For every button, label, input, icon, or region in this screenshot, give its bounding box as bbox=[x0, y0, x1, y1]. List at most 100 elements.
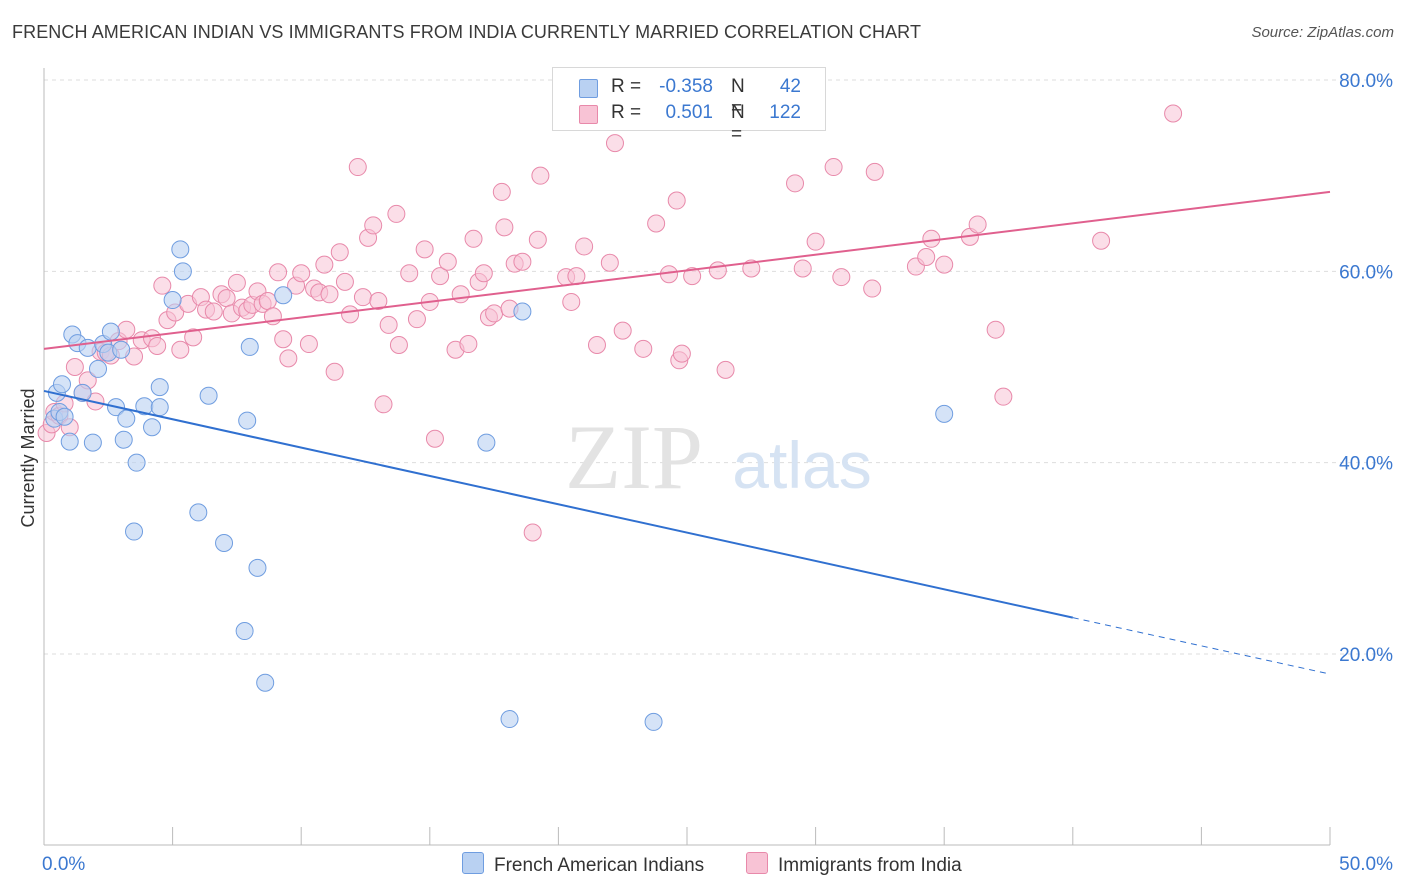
data-point-immigrants-from-india bbox=[832, 268, 851, 287]
data-point-immigrants-from-india bbox=[917, 247, 936, 266]
source-label: Source: ZipAtlas.com bbox=[1251, 24, 1394, 41]
data-point-immigrants-from-india bbox=[459, 335, 478, 354]
data-point-french-american-indians bbox=[215, 534, 234, 553]
pink-swatch bbox=[746, 852, 768, 874]
watermark-atlas: atlas bbox=[732, 428, 871, 502]
x-tick-label: 0.0% bbox=[42, 854, 85, 875]
data-point-french-american-indians bbox=[199, 386, 218, 405]
data-point-french-american-indians bbox=[644, 712, 663, 731]
data-point-immigrants-from-india bbox=[227, 273, 246, 292]
data-point-immigrants-from-india bbox=[369, 291, 388, 310]
data-point-immigrants-from-india bbox=[184, 328, 203, 347]
data-point-immigrants-from-india bbox=[708, 261, 727, 280]
data-point-immigrants-from-india bbox=[415, 240, 434, 259]
data-point-french-american-indians bbox=[53, 375, 72, 394]
data-point-immigrants-from-india bbox=[824, 158, 843, 177]
y-tick-label: 80.0% bbox=[1339, 71, 1393, 92]
data-point-immigrants-from-india bbox=[407, 310, 426, 329]
data-point-french-american-indians bbox=[477, 433, 496, 452]
data-point-immigrants-from-india bbox=[634, 339, 653, 358]
data-point-french-american-indians bbox=[89, 359, 108, 378]
data-point-immigrants-from-india bbox=[865, 162, 884, 181]
data-point-immigrants-from-india bbox=[863, 279, 882, 298]
data-point-french-american-indians bbox=[248, 558, 267, 577]
data-point-french-american-indians bbox=[513, 302, 532, 321]
data-point-immigrants-from-india bbox=[528, 230, 547, 249]
data-point-french-american-indians bbox=[150, 378, 169, 397]
data-point-immigrants-from-india bbox=[431, 267, 450, 286]
y-axis-label: Currently Married bbox=[18, 388, 38, 527]
data-point-immigrants-from-india bbox=[492, 182, 511, 201]
data-point-french-american-indians bbox=[60, 432, 79, 451]
n-label: N = bbox=[731, 102, 745, 145]
data-point-french-american-indians bbox=[125, 522, 144, 541]
data-point-immigrants-from-india bbox=[258, 291, 277, 310]
data-point-immigrants-from-india bbox=[153, 276, 172, 295]
data-point-immigrants-from-india bbox=[364, 216, 383, 235]
data-point-immigrants-from-india bbox=[292, 264, 311, 283]
stats-legend: R = -0.358 N = 42 R = 0.501 N = 122 bbox=[552, 67, 826, 145]
data-point-immigrants-from-india bbox=[204, 302, 223, 321]
data-point-immigrants-from-india bbox=[374, 395, 393, 414]
data-point-french-american-indians bbox=[500, 710, 519, 729]
data-point-immigrants-from-india bbox=[330, 243, 349, 262]
data-point-immigrants-from-india bbox=[387, 204, 406, 223]
x-tick-label: 50.0% bbox=[1339, 854, 1393, 875]
data-point-french-american-indians bbox=[127, 453, 146, 472]
data-point-immigrants-from-india bbox=[986, 320, 1005, 339]
data-point-french-american-indians bbox=[112, 340, 131, 359]
data-point-immigrants-from-india bbox=[613, 321, 632, 340]
trend-line-french-american-indians bbox=[43, 389, 1074, 619]
data-point-french-american-indians bbox=[83, 433, 102, 452]
legend-item-french-american-indians[interactable]: French American Indians bbox=[462, 852, 704, 877]
r-label: R = bbox=[611, 76, 642, 97]
data-point-immigrants-from-india bbox=[495, 218, 514, 237]
data-point-immigrants-from-india bbox=[335, 272, 354, 291]
data-point-immigrants-from-india bbox=[171, 340, 190, 359]
data-point-immigrants-from-india bbox=[353, 288, 372, 307]
data-point-immigrants-from-india bbox=[269, 263, 288, 282]
data-point-immigrants-from-india bbox=[274, 330, 293, 349]
data-point-immigrants-from-india bbox=[742, 259, 761, 278]
n-value: 122 bbox=[769, 102, 801, 123]
data-point-immigrants-from-india bbox=[647, 214, 666, 233]
data-point-immigrants-from-india bbox=[793, 259, 812, 278]
data-point-immigrants-from-india bbox=[968, 215, 987, 234]
data-point-french-american-indians bbox=[256, 673, 275, 692]
data-point-french-american-indians bbox=[117, 409, 136, 428]
data-point-french-american-indians bbox=[189, 503, 208, 522]
data-point-immigrants-from-india bbox=[379, 315, 398, 334]
trend-line-extension bbox=[1072, 617, 1331, 675]
n-value: 42 bbox=[779, 76, 801, 97]
data-point-immigrants-from-india bbox=[474, 264, 493, 283]
watermark-zip: ZIP bbox=[565, 406, 703, 508]
blue-swatch bbox=[579, 79, 598, 98]
data-point-immigrants-from-india bbox=[451, 285, 470, 304]
trend-line-immigrants-from-india bbox=[43, 190, 1331, 350]
data-point-french-american-indians bbox=[143, 418, 162, 437]
data-point-immigrants-from-india bbox=[513, 252, 532, 271]
n-label: N = bbox=[731, 76, 745, 119]
series-legend: French American Indians Immigrants from … bbox=[0, 852, 1406, 878]
data-point-immigrants-from-india bbox=[667, 191, 686, 210]
data-point-immigrants-from-india bbox=[315, 255, 334, 274]
data-point-immigrants-from-india bbox=[523, 523, 542, 542]
data-point-immigrants-from-india bbox=[425, 429, 444, 448]
data-point-immigrants-from-india bbox=[600, 253, 619, 272]
data-point-immigrants-from-india bbox=[400, 264, 419, 283]
data-point-immigrants-from-india bbox=[389, 335, 408, 354]
legend-label: French American Indians bbox=[494, 855, 705, 876]
data-point-immigrants-from-india bbox=[464, 229, 483, 248]
data-point-french-american-indians bbox=[274, 286, 293, 305]
data-point-french-american-indians bbox=[171, 240, 190, 259]
data-point-french-american-indians bbox=[73, 383, 92, 402]
data-point-immigrants-from-india bbox=[575, 237, 594, 256]
data-point-immigrants-from-india bbox=[65, 358, 84, 376]
data-point-immigrants-from-india bbox=[299, 335, 318, 354]
data-point-french-american-indians bbox=[114, 430, 133, 449]
pink-swatch bbox=[579, 105, 598, 124]
legend-item-immigrants-from-india[interactable]: Immigrants from India bbox=[746, 852, 962, 877]
data-point-immigrants-from-india bbox=[922, 229, 941, 248]
data-point-immigrants-from-india bbox=[587, 335, 606, 354]
data-point-french-american-indians bbox=[238, 411, 257, 430]
